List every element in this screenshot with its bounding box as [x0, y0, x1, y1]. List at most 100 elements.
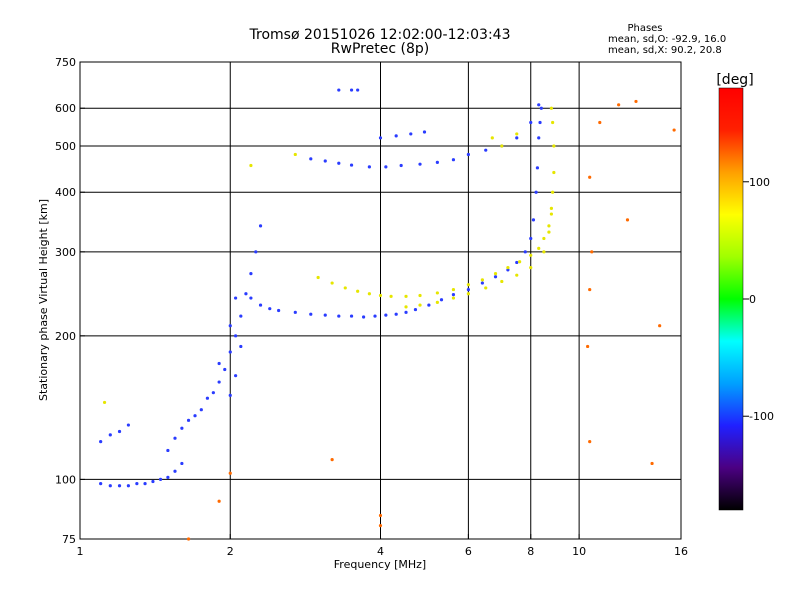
data-point-x: [552, 170, 556, 175]
data-point-o: [180, 426, 184, 430]
data-point-x: [389, 294, 393, 298]
data-point-o: [228, 393, 232, 398]
data-point-o: [535, 166, 540, 170]
colorbar: [718, 87, 744, 511]
data-point-noise: [617, 103, 621, 107]
data-point-o: [373, 314, 377, 318]
data-point-x: [542, 236, 546, 241]
data-point-o: [413, 307, 418, 312]
data-point-o: [234, 374, 238, 378]
data-point-o: [484, 148, 488, 152]
data-point-x: [343, 286, 347, 290]
data-point-x: [549, 106, 554, 110]
data-point-o: [362, 315, 366, 319]
data-point-o: [258, 303, 263, 307]
data-point-x: [547, 224, 551, 228]
data-point-x: [551, 190, 555, 194]
data-point-o: [173, 436, 177, 440]
data-point-x: [515, 132, 519, 136]
y-tick-label: 300: [55, 246, 76, 259]
data-point-o: [404, 310, 408, 314]
data-point-o: [249, 272, 253, 276]
data-point-o: [268, 307, 272, 311]
y-tick-label: 100: [55, 473, 76, 486]
stats-heading: Phases: [627, 23, 662, 34]
x-tick-label: 6: [465, 545, 472, 558]
data-point-o: [205, 396, 210, 400]
data-point-x: [549, 206, 554, 210]
data-point-o: [193, 414, 197, 418]
data-point-o: [439, 298, 444, 302]
data-point-x: [537, 246, 541, 250]
y-tick-label: 500: [55, 140, 76, 153]
data-point-o: [515, 136, 519, 140]
data-point-o: [211, 391, 215, 395]
y-tick-label: 200: [55, 330, 76, 343]
data-point-x: [547, 230, 551, 234]
data-point-o: [451, 293, 456, 297]
data-point-o: [228, 350, 232, 354]
data-point-o: [228, 324, 232, 328]
x-tick-label: 2: [227, 545, 234, 558]
data-point-x: [293, 152, 297, 157]
data-point-x: [367, 292, 371, 296]
data-point-x: [484, 286, 488, 290]
data-point-o: [435, 160, 439, 164]
data-point-o: [394, 134, 398, 138]
data-point-o: [166, 448, 170, 453]
data-point-o: [117, 429, 122, 434]
data-point-noise: [330, 458, 334, 462]
data-point-o: [506, 268, 510, 272]
data-point-x: [418, 303, 422, 307]
data-point-x: [506, 265, 510, 270]
data-point-noise: [586, 344, 590, 349]
data-point-x: [515, 273, 519, 277]
data-point-x: [435, 291, 439, 295]
data-point-noise: [634, 99, 638, 104]
data-point-x: [518, 260, 522, 264]
chart-subtitle: RwPretec (8p): [331, 41, 429, 57]
data-point-o: [427, 303, 431, 307]
data-point-o: [244, 292, 248, 296]
data-point-o: [349, 314, 354, 318]
y-tick-label: 400: [55, 186, 76, 199]
grid-lines: [80, 62, 681, 539]
data-point-o: [337, 161, 341, 165]
data-point-x: [500, 144, 504, 148]
data-point-x: [466, 292, 470, 296]
data-point-o: [466, 287, 470, 292]
data-point-x: [404, 294, 408, 298]
data-point-o: [384, 165, 388, 169]
x-tick-label: 1: [77, 545, 84, 558]
x-tick-label: 16: [674, 545, 688, 558]
data-point-o: [418, 162, 422, 166]
data-point-o: [399, 163, 403, 168]
data-point-x: [552, 144, 556, 148]
data-point-o: [537, 103, 541, 107]
data-point-o: [108, 484, 112, 488]
data-point-noise: [658, 324, 662, 328]
data-point-noise: [378, 524, 383, 528]
data-point-x: [490, 136, 494, 140]
data-point-noise: [672, 128, 676, 132]
data-point-x: [451, 287, 456, 292]
data-point-o: [234, 334, 238, 338]
data-point-noise: [588, 175, 592, 179]
data-point-o: [349, 88, 354, 92]
data-point-o: [126, 484, 130, 488]
data-point-o: [99, 481, 103, 486]
y-axis-label: Stationary phase Virtual Height [km]: [37, 199, 50, 401]
data-point-o: [451, 158, 456, 162]
data-point-o: [108, 433, 112, 437]
data-point-noise: [625, 218, 630, 222]
data-point-o: [539, 106, 543, 110]
data-point-noise: [590, 250, 594, 254]
data-point-o: [537, 136, 541, 140]
data-point-x: [549, 212, 554, 216]
x-tick-label: 10: [572, 545, 586, 558]
data-point-o: [173, 469, 177, 473]
data-point-noise: [378, 513, 383, 518]
data-point-x: [378, 293, 383, 298]
x-axis-ticks: 1 2 4 6 8 10 16: [77, 534, 688, 558]
